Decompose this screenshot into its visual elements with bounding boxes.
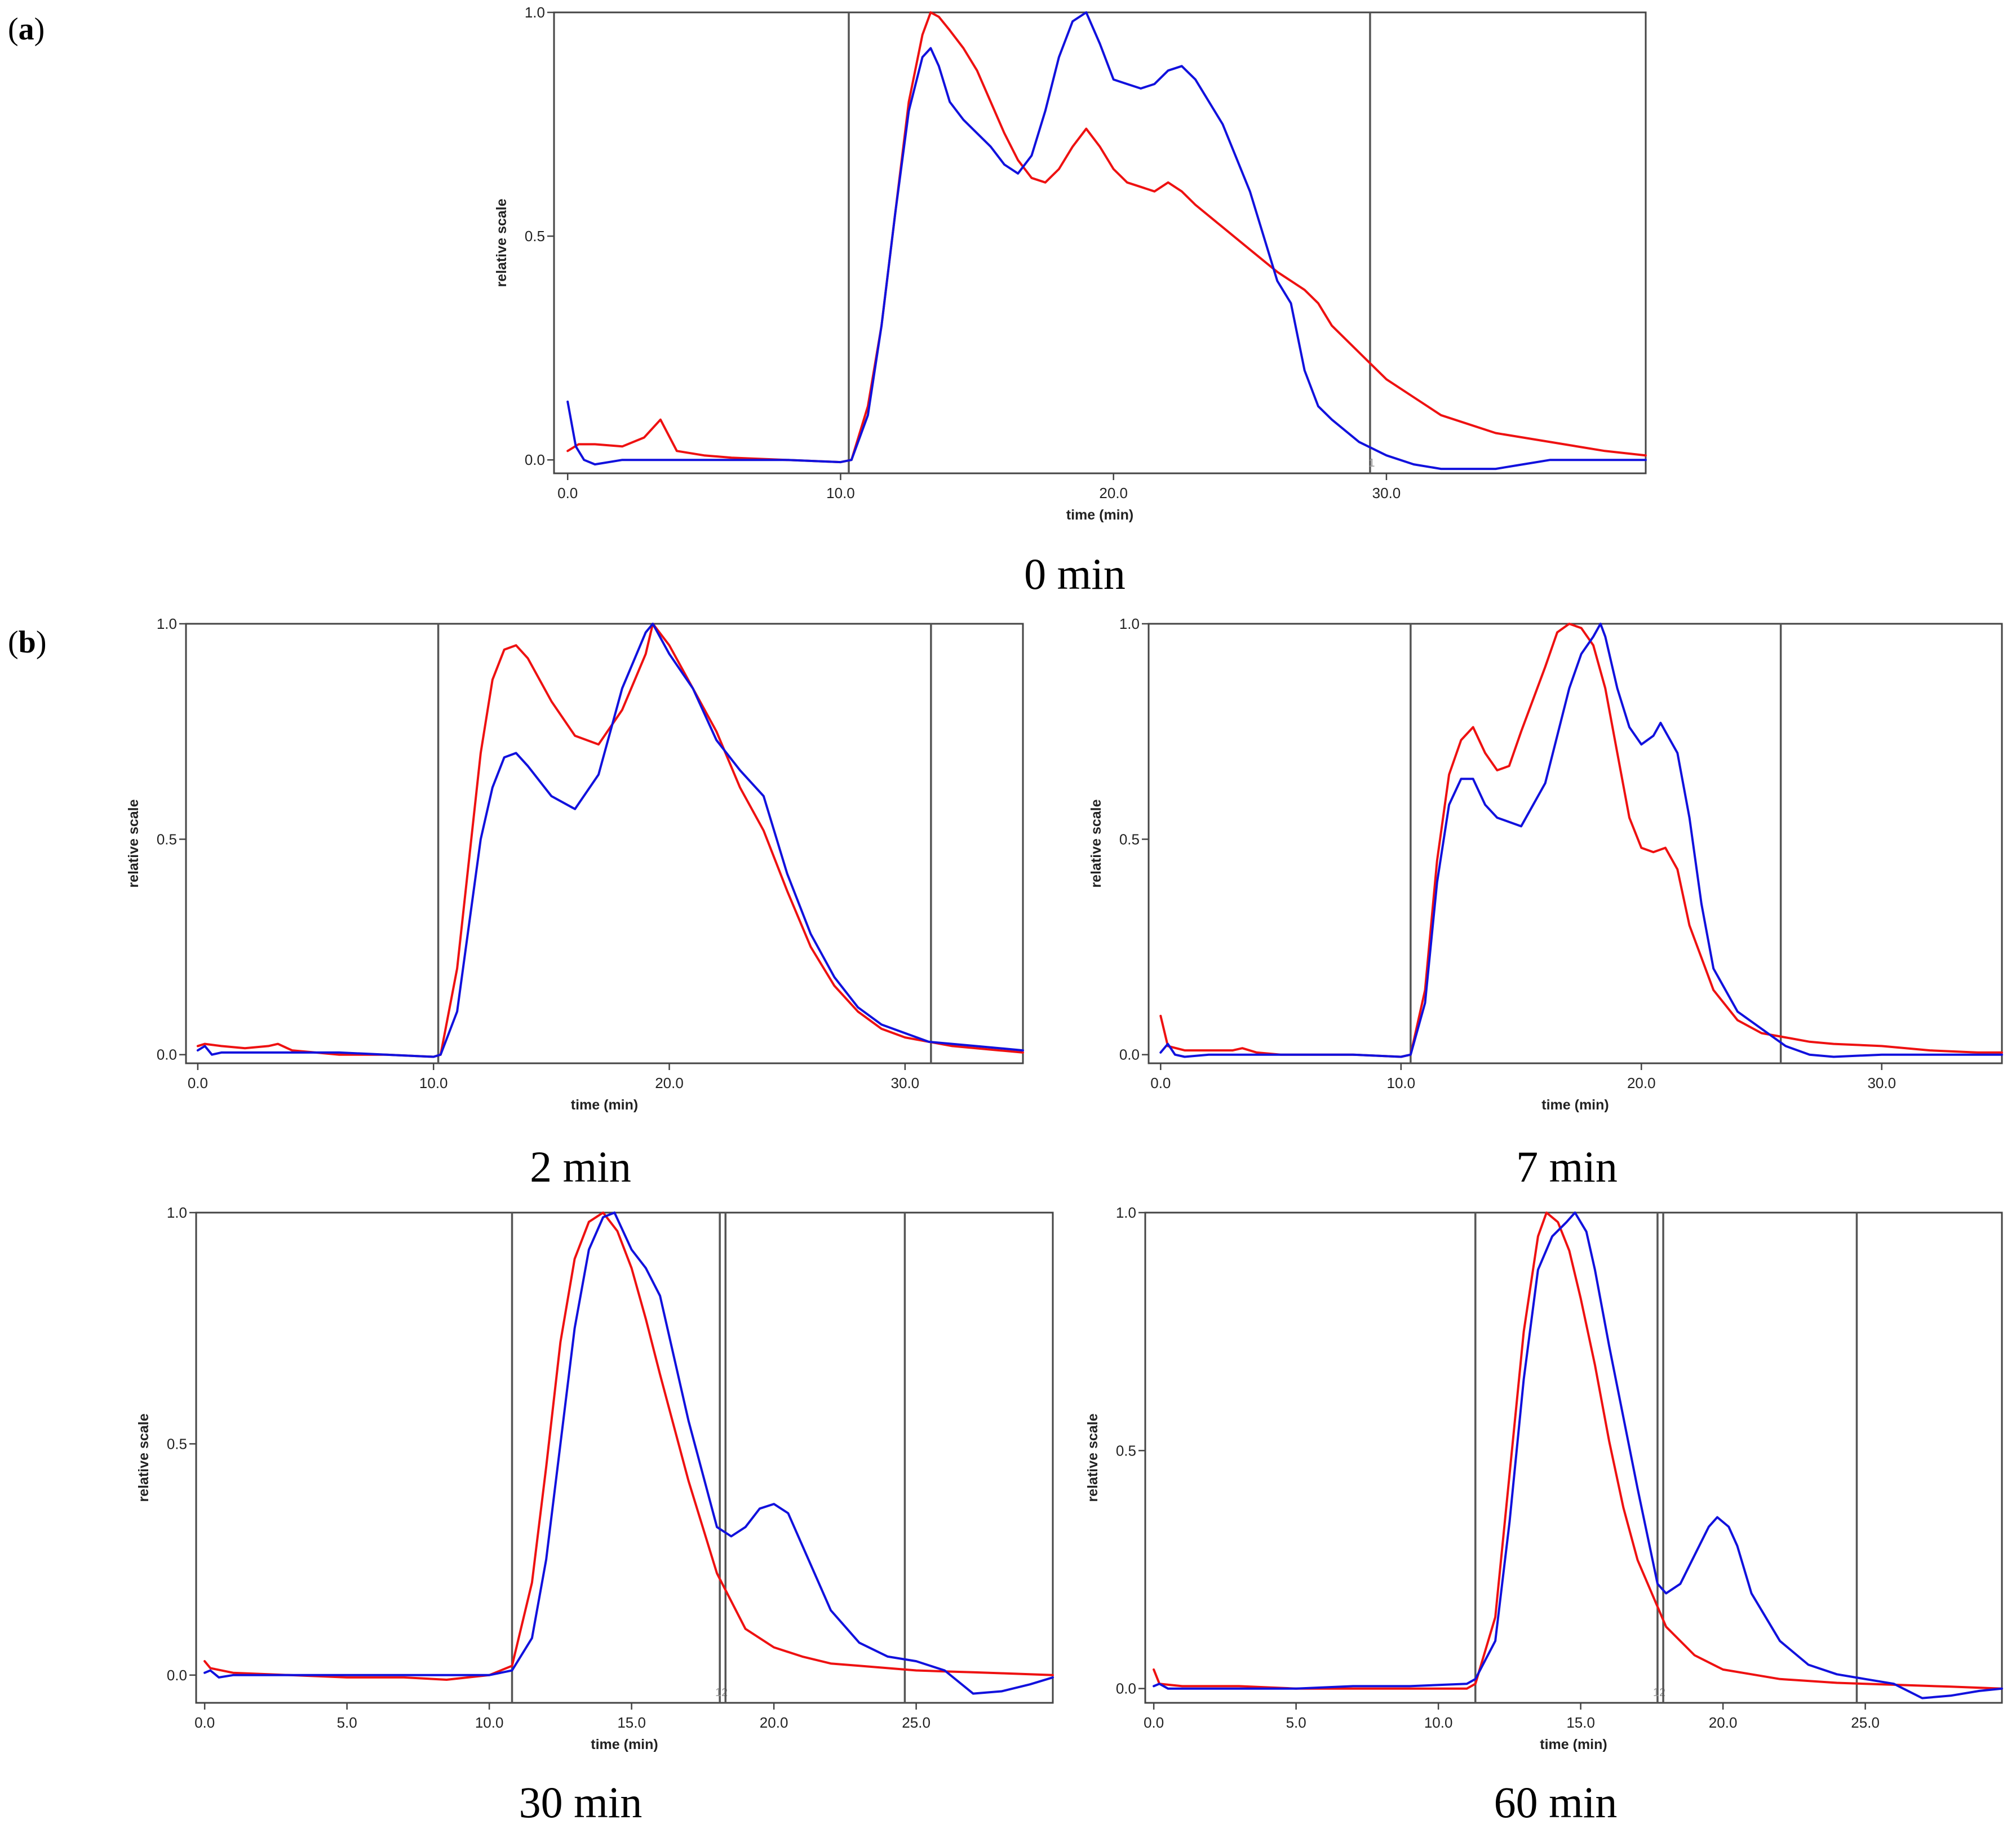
y-tick-label-60min: 0.5 (1116, 1442, 1136, 1459)
x-tick-label-60min: 25.0 (1851, 1714, 1880, 1731)
plot-frame-30min (195, 1211, 1054, 1704)
x-axis-title-30min: time (min) (591, 1737, 658, 1752)
vertical-marker-label-0min: 1 (1368, 457, 1375, 469)
x-tick-label-0min: 20.0 (1099, 485, 1128, 501)
x-axis-title-7min: time (min) (1541, 1097, 1609, 1113)
y-tick-label-2min: 0.5 (157, 831, 177, 847)
x-tick-label-60min: 15.0 (1566, 1714, 1595, 1731)
x-tick-label-2min: 10.0 (419, 1075, 448, 1091)
x-tick-label-7min: 0.0 (1150, 1075, 1171, 1091)
red-series-line-7min (1159, 623, 2003, 1058)
blue-series-line-2min (196, 623, 1024, 1058)
x-axis-title-2min: time (min) (571, 1097, 638, 1113)
y-axis-title-2min: relative scale (126, 799, 141, 887)
caption-7min: 7 min (1516, 1142, 1618, 1191)
x-tick-label-60min: 20.0 (1709, 1714, 1738, 1731)
y-tick-label-30min: 1.0 (167, 1204, 187, 1221)
red-series-line-2min (196, 623, 1024, 1058)
x-tick-label-7min: 10.0 (1386, 1075, 1415, 1091)
caption-0min: 0 min (1024, 549, 1126, 598)
y-tick-label-60min: 0.0 (1116, 1680, 1136, 1697)
x-tick-label-0min: 30.0 (1372, 485, 1401, 501)
y-axis-title-30min: relative scale (136, 1413, 152, 1502)
plot-frame-2min (185, 623, 1024, 1064)
blue-series-line-30min (203, 1211, 1054, 1695)
x-tick-label-7min: 20.0 (1627, 1075, 1656, 1091)
blue-series-line-7min (1159, 623, 2003, 1058)
x-tick-label-2min: 0.0 (188, 1075, 208, 1091)
panel-label-a: (a) (8, 12, 45, 47)
red-series-line-0min (566, 11, 1647, 464)
x-tick-label-2min: 20.0 (655, 1075, 684, 1091)
chart-7min: 0.0 10.0 20.0 30.0 0.0 0.5 1.0 time (min) relati… (1088, 615, 2003, 1113)
blue-series-line-60min (1153, 1211, 2003, 1699)
x-tick-label-30min: 0.0 (194, 1714, 215, 1731)
x-tick-label-30min: 5.0 (337, 1714, 357, 1731)
plot-frame-7min (1147, 623, 2003, 1064)
y-tick-label-2min: 0.0 (157, 1046, 177, 1063)
chart-2min: 0.0 10.0 20.0 30.0 0.0 0.5 1.0 time (min) relati… (126, 615, 1024, 1113)
red-series-line-30min (203, 1211, 1054, 1681)
y-axis-title-60min: relative scale (1085, 1413, 1101, 1502)
plot-frame-0min (553, 11, 1647, 474)
red-series-line-60min (1153, 1211, 2003, 1690)
x-tick-label-30min: 15.0 (617, 1714, 646, 1731)
y-tick-label-7min: 1.0 (1119, 615, 1140, 632)
x-tick-label-30min: 10.0 (475, 1714, 504, 1731)
y-tick-label-30min: 0.5 (167, 1435, 187, 1452)
y-tick-label-0min: 0.0 (525, 451, 545, 468)
y-tick-label-7min: 0.5 (1119, 831, 1140, 847)
x-tick-label-2min: 30.0 (891, 1075, 920, 1091)
x-tick-label-30min: 20.0 (760, 1714, 788, 1731)
x-tick-label-7min: 30.0 (1867, 1075, 1896, 1091)
caption-30min: 30 min (519, 1778, 643, 1827)
x-tick-label-60min: 0.0 (1144, 1714, 1164, 1731)
x-axis-title-60min: time (min) (1540, 1737, 1607, 1752)
caption-2min: 2 min (530, 1142, 631, 1191)
y-tick-label-7min: 0.0 (1119, 1046, 1140, 1063)
x-tick-label-60min: 5.0 (1286, 1714, 1306, 1731)
y-tick-label-60min: 1.0 (1116, 1204, 1136, 1221)
y-axis-title-7min: relative scale (1088, 799, 1104, 887)
x-tick-label-60min: 10.0 (1424, 1714, 1453, 1731)
plot-frame-60min (1144, 1211, 2003, 1704)
y-tick-label-2min: 1.0 (157, 615, 177, 632)
x-tick-label-0min: 0.0 (557, 485, 578, 501)
y-axis-title-0min: relative scale (494, 198, 509, 287)
panel-label-b: (b) (8, 625, 46, 660)
y-tick-label-30min: 0.0 (167, 1667, 187, 1684)
y-tick-label-0min: 0.5 (525, 228, 545, 245)
blue-series-line-0min (566, 11, 1647, 471)
x-tick-label-0min: 10.0 (826, 485, 855, 501)
caption-60min: 60 min (1494, 1778, 1618, 1827)
y-tick-label-0min: 1.0 (525, 4, 545, 21)
x-tick-label-30min: 25.0 (902, 1714, 931, 1731)
x-axis-title-0min: time (min) (1066, 507, 1133, 523)
